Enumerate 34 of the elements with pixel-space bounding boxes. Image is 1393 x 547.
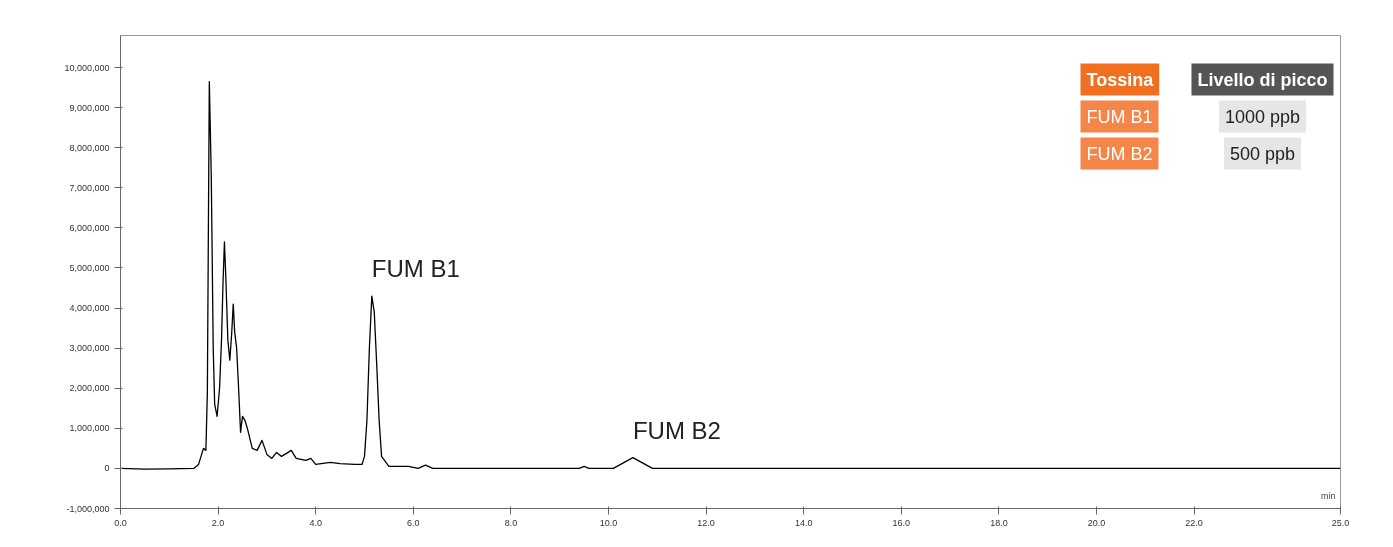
- annotation: FUM B1: [371, 255, 460, 283]
- annotation: 500 ppb: [1229, 143, 1296, 164]
- y-tick-label: 6,000,000: [69, 222, 110, 233]
- y-tick-label: 7,000,000: [69, 182, 110, 193]
- x-tick-label: 20.0: [1087, 517, 1106, 528]
- y-tick-label: 8,000,000: [69, 142, 110, 153]
- y-tick-label: 2,000,000: [69, 383, 110, 394]
- x-tick-label: 12.0: [697, 517, 715, 528]
- y-tick-label: 5,000,000: [69, 262, 110, 273]
- y-tick-label: 3,000,000: [69, 343, 110, 354]
- x-tick-label: 18.0: [990, 517, 1008, 528]
- x-tick-label: 25.0: [1331, 517, 1350, 528]
- x-tick-label: 4.0: [309, 517, 322, 528]
- x-tick-label: 16.0: [892, 517, 911, 528]
- annotation: Tossina: [1086, 69, 1155, 90]
- x-tick-label: 2.0: [211, 517, 225, 528]
- y-tick-label: 4,000,000: [69, 303, 110, 314]
- y-tick-label: 1,000,000: [69, 423, 110, 434]
- y-tick-label: 10,000,000: [64, 62, 110, 73]
- annotation: FUM B2: [632, 416, 721, 444]
- annotation: 1000 ppb: [1224, 106, 1301, 127]
- annotation: Livello di picco: [1197, 69, 1328, 90]
- x-tick-label: 0.0: [114, 517, 127, 528]
- x-tick-label: 22.0: [1185, 517, 1203, 528]
- y-tick-label: 9,000,000: [69, 102, 110, 113]
- x-axis-title: min: [1321, 490, 1336, 501]
- annotation: FUM B2: [1086, 143, 1153, 164]
- x-tick-label: 6.0: [407, 517, 420, 528]
- x-tick-label: 8.0: [504, 517, 518, 528]
- x-tick-label: 10.0: [599, 517, 618, 528]
- y-tick-label: 0: [104, 463, 110, 474]
- y-tick-label: -1,000,000: [66, 503, 110, 514]
- annotation: FUM B1: [1086, 106, 1153, 127]
- x-tick-label: 14.0: [794, 517, 813, 528]
